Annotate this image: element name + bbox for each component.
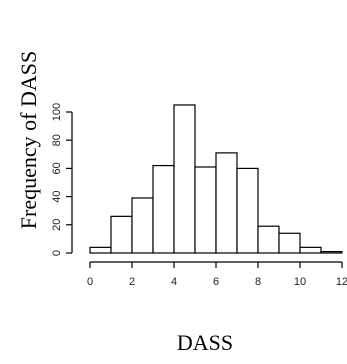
y-tick-label: 100 — [51, 103, 63, 121]
y-tick-label: 0 — [51, 250, 63, 256]
y-axis-title: Frequency of DASS — [16, 51, 41, 229]
y-axis: 0 20 40 60 80 100 — [51, 103, 73, 256]
histogram-bar-10-11 — [299, 246, 322, 254]
x-tick-label: 8 — [255, 276, 261, 288]
histogram-bars — [89, 104, 343, 254]
histogram-bar-0-1 — [89, 246, 112, 254]
y-tick-label: 60 — [51, 162, 63, 174]
x-tick-label: 4 — [171, 276, 177, 288]
x-tick-label: 6 — [213, 276, 219, 288]
histogram-bar-4-5 — [173, 104, 196, 254]
x-tick-label: 0 — [87, 276, 93, 288]
histogram-bar-8-9 — [257, 225, 280, 254]
histogram-bar-9-10 — [278, 232, 301, 254]
histogram-bar-6-7 — [215, 152, 238, 254]
x-tick-label: 10 — [294, 276, 306, 288]
y-tick-label: 80 — [51, 134, 63, 146]
y-tick-label: 20 — [51, 219, 63, 231]
y-tick-label: 40 — [51, 190, 63, 202]
histogram-bar-2-3 — [131, 197, 154, 254]
histogram-bar-11-12 — [320, 250, 343, 254]
histogram-bar-1-2 — [110, 215, 133, 254]
x-axis: 0 2 4 6 8 10 12 — [87, 261, 347, 288]
x-tick-label: 2 — [129, 276, 135, 288]
histogram-bar-3-4 — [152, 164, 175, 254]
x-axis-title: DASS — [177, 330, 233, 355]
x-tick-label: 12 — [336, 276, 347, 288]
histogram-bar-7-8 — [236, 167, 259, 254]
histogram-bar-5-6 — [194, 166, 217, 254]
